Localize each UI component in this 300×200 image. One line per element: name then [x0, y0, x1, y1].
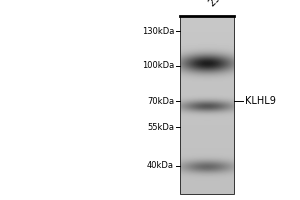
Text: 55kDa: 55kDa: [147, 122, 174, 132]
Text: 293T: 293T: [207, 0, 231, 8]
Text: 70kDa: 70kDa: [147, 97, 174, 106]
Text: KLHL9: KLHL9: [244, 96, 275, 106]
Text: 130kDa: 130kDa: [142, 26, 174, 36]
Text: 40kDa: 40kDa: [147, 162, 174, 170]
Text: 100kDa: 100kDa: [142, 62, 174, 71]
Bar: [180, 16, 234, 194]
